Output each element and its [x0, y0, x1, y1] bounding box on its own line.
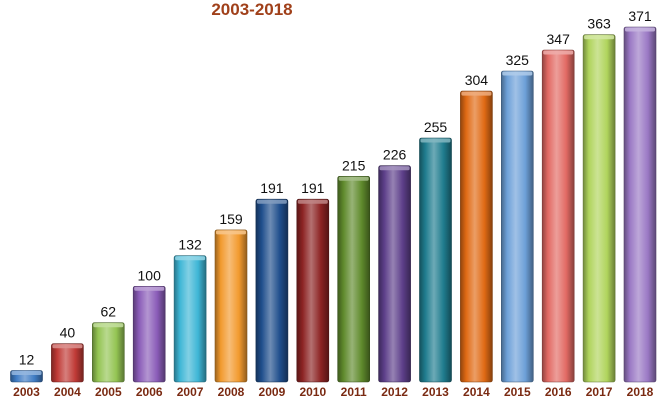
- value-labels-group: 12 40 62 100 132 159 191 191 215 226 255 304 325 347 3…: [19, 8, 652, 368]
- value-label-2011: 215: [342, 157, 366, 173]
- bar-cap-2003: [11, 371, 42, 375]
- x-tick-2007: 2007: [177, 385, 204, 399]
- bar-cap-2016: [543, 50, 574, 55]
- bar-cap-2011: [338, 176, 369, 181]
- value-label-2017: 363: [587, 16, 611, 32]
- value-label-2014: 304: [465, 72, 489, 88]
- bar-cap-2004: [52, 344, 83, 349]
- value-label-2013: 255: [424, 119, 448, 135]
- bar-cap-2008: [216, 230, 246, 235]
- value-label-2016: 347: [547, 31, 571, 47]
- value-label-2010: 191: [301, 180, 325, 196]
- x-tick-2015: 2015: [504, 385, 531, 399]
- chart-title: 2003-2018: [211, 0, 292, 19]
- value-label-2015: 325: [506, 52, 530, 68]
- bar-cap-2007: [175, 256, 206, 261]
- bar-2005: [92, 322, 125, 383]
- bar-2010: [296, 198, 330, 383]
- x-tick-2010: 2010: [299, 385, 326, 399]
- x-tick-2013: 2013: [422, 385, 449, 399]
- x-tick-2004: 2004: [54, 385, 81, 399]
- value-label-2004: 40: [60, 325, 76, 341]
- value-label-2006: 100: [138, 267, 162, 283]
- bar-2014: [460, 90, 493, 383]
- bar-cap-2005: [93, 323, 124, 328]
- x-tick-2016: 2016: [545, 385, 572, 399]
- x-tick-2008: 2008: [218, 385, 245, 399]
- bar-2008: [214, 229, 248, 383]
- x-tick-2009: 2009: [259, 385, 286, 399]
- x-tick-2005: 2005: [95, 385, 122, 399]
- bar-cap-2010: [297, 199, 328, 204]
- x-tick-2012: 2012: [381, 385, 408, 399]
- x-tick-2006: 2006: [136, 385, 163, 399]
- bar-2013: [419, 137, 452, 383]
- value-label-2003: 12: [19, 352, 35, 368]
- value-label-2009: 191: [260, 180, 284, 196]
- value-label-2008: 159: [219, 211, 243, 227]
- bar-cap-2014: [461, 91, 492, 96]
- x-tick-2003: 2003: [13, 385, 40, 399]
- x-tick-labels-group: 2003 2004 2005 2006 2007 2008 2009 2010 2011 2012…: [13, 385, 654, 399]
- bars-group: [10, 26, 657, 383]
- bar-cap-2015: [502, 71, 533, 76]
- bar-2007: [173, 255, 207, 383]
- bar-2018: [623, 26, 657, 383]
- bar-2006: [132, 285, 166, 383]
- bar-2016: [541, 49, 575, 383]
- bar-2011: [337, 176, 371, 383]
- bar-cap-2013: [420, 138, 451, 143]
- value-label-2018: 371: [628, 8, 652, 24]
- value-label-2007: 132: [178, 237, 202, 253]
- bar-cap-2006: [134, 286, 165, 291]
- bar-cap-2009: [256, 199, 287, 204]
- bar-cap-2017: [584, 35, 615, 40]
- bar-2017: [582, 34, 616, 383]
- bar-2012: [378, 165, 411, 383]
- bar-cap-2012: [379, 166, 410, 171]
- bar-cap-2018: [625, 27, 655, 32]
- bar-2009: [255, 198, 289, 383]
- x-tick-2017: 2017: [586, 385, 613, 399]
- x-tick-2018: 2018: [627, 385, 654, 399]
- bar-2004: [51, 343, 84, 383]
- value-label-2012: 226: [383, 147, 407, 163]
- x-tick-2011: 2011: [341, 385, 367, 399]
- value-label-2005: 62: [101, 304, 117, 320]
- bar-2015: [500, 70, 534, 383]
- x-tick-2014: 2014: [463, 385, 490, 399]
